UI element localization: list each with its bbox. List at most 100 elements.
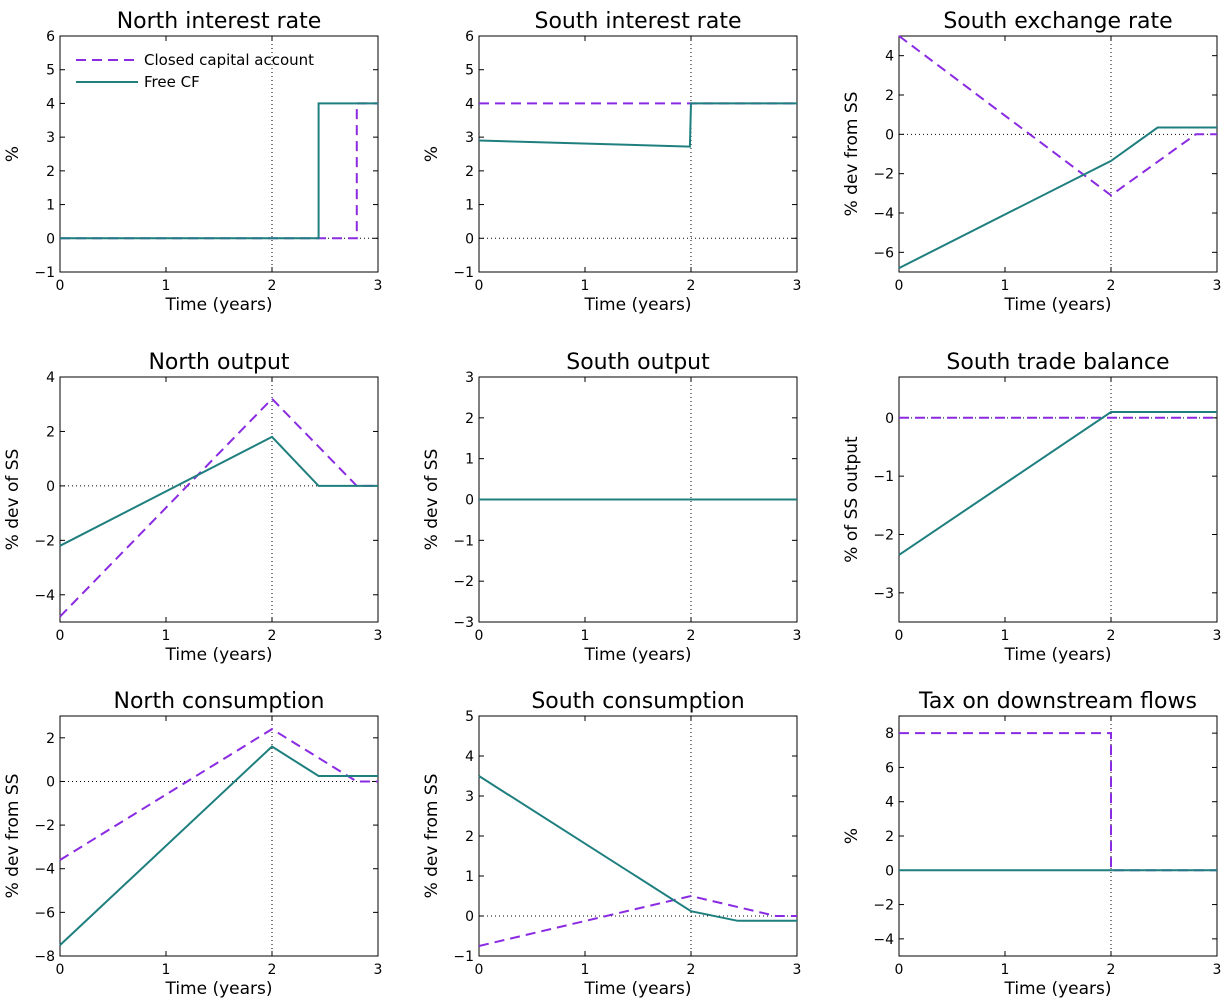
y-tick-label: 3 (465, 370, 474, 386)
y-tick-label: 3 (465, 130, 474, 146)
x-axis-label: Time (years) (1003, 645, 1111, 665)
chart-title: South interest rate (534, 9, 741, 34)
y-tick-label: −3 (873, 586, 894, 602)
chart-title: North consumption (114, 689, 325, 714)
x-tick-label: 3 (1213, 962, 1222, 978)
y-tick-label: 6 (46, 29, 55, 45)
y-tick-label: 2 (46, 731, 55, 747)
y-tick-label: −2 (873, 898, 894, 914)
y-tick-label: −1 (873, 469, 894, 485)
y-tick-label: 4 (885, 49, 894, 65)
y-tick-label: −2 (34, 818, 55, 834)
y-tick-label: 2 (46, 424, 55, 440)
y-tick-label: 1 (465, 452, 474, 468)
x-axis-label: Time (years) (583, 645, 691, 665)
chart-panel-5: 0 1 2 3 −3 −2 −1 0 1 2 3 South output Time (years) % … (422, 350, 801, 665)
x-tick-label: 1 (162, 962, 171, 978)
x-tick-label: 3 (793, 278, 802, 294)
x-tick-label: 1 (1001, 628, 1010, 644)
y-axis-label: % (422, 146, 442, 162)
y-tick-label: −3 (453, 615, 474, 631)
y-tick-label: 0 (465, 493, 474, 509)
y-tick-label: 4 (885, 795, 894, 811)
y-axis-label: % dev from SS (422, 774, 442, 899)
plot-area (478, 35, 798, 273)
x-tick-label: 2 (268, 278, 277, 294)
y-tick-label: −4 (873, 932, 894, 948)
series-closed-capital-account (59, 727, 378, 861)
x-tick-label: 0 (56, 628, 65, 644)
legend-label-closed: Closed capital account (144, 51, 314, 69)
chart-title: Tax on downstream flows (918, 689, 1197, 714)
series-free-cf (478, 775, 797, 922)
x-tick-label: 1 (1001, 278, 1010, 294)
legend-label-free: Free CF (144, 73, 200, 91)
x-tick-label: 2 (687, 278, 696, 294)
x-tick-label: 1 (581, 962, 590, 978)
x-tick-label: 1 (162, 628, 171, 644)
y-tick-label: 2 (465, 164, 474, 180)
y-tick-label: −1 (34, 265, 55, 281)
y-tick-label: 1 (46, 198, 55, 214)
x-tick-label: 3 (374, 278, 383, 294)
x-axis-label: Time (years) (164, 979, 272, 999)
chart-panel-4: 0 1 2 3 −4 −2 0 2 4 North output Time (years) % dev… (3, 350, 382, 665)
x-axis-label: Time (years) (1003, 979, 1111, 999)
y-tick-label: 5 (465, 63, 474, 79)
y-tick-label: 1 (465, 869, 474, 885)
x-tick-label: 0 (895, 278, 904, 294)
x-tick-label: 3 (793, 628, 802, 644)
y-tick-label: 4 (46, 370, 55, 386)
x-tick-label: 1 (581, 628, 590, 644)
series-free-cf (59, 745, 378, 946)
chart-panel-6: 0 1 2 3 −3 −2 −1 0 South trade balance Time (year… (842, 350, 1221, 665)
chart-panel-7: 0 1 2 3 −8 −6 −4 −2 0 2 North consumption Time (yea… (3, 689, 382, 999)
chart-title: South trade balance (946, 350, 1169, 375)
y-axis-label: % of SS output (842, 436, 862, 563)
x-tick-label: 2 (268, 628, 277, 644)
series-closed-capital-account (898, 35, 1217, 197)
y-tick-label: 8 (885, 726, 894, 742)
x-axis-label: Time (years) (583, 295, 691, 315)
x-tick-label: 3 (1213, 628, 1222, 644)
y-axis-label: % (3, 146, 23, 162)
x-tick-label: 1 (1001, 962, 1010, 978)
y-tick-label: 5 (46, 63, 55, 79)
y-tick-label: 4 (465, 749, 474, 765)
y-tick-label: 2 (465, 829, 474, 845)
plot-area (898, 376, 1218, 623)
chart-title: North output (148, 350, 289, 375)
chart-title: North interest rate (117, 9, 322, 34)
series-free-cf (898, 126, 1217, 269)
series-free-cf (898, 411, 1217, 556)
chart-panel-9: 0 1 2 3 −4 −2 0 2 4 6 8 Tax on downstream flows Time… (842, 689, 1221, 999)
y-tick-label: −4 (34, 588, 55, 604)
y-tick-label: 0 (885, 863, 894, 879)
y-tick-label: 3 (465, 789, 474, 805)
plot-area (59, 715, 379, 957)
chart-title: South consumption (531, 689, 744, 714)
x-tick-label: 1 (162, 278, 171, 294)
y-tick-label: 0 (46, 774, 55, 790)
y-tick-label: −2 (873, 167, 894, 183)
y-tick-label: 0 (46, 479, 55, 495)
y-tick-label: −8 (34, 949, 55, 965)
x-tick-label: 2 (687, 628, 696, 644)
series-closed-capital-account (478, 894, 797, 947)
y-tick-label: 0 (885, 411, 894, 427)
chart-title: South output (566, 350, 710, 375)
x-tick-label: 2 (1107, 278, 1116, 294)
x-tick-label: 2 (1107, 628, 1116, 644)
series-free-cf (478, 102, 797, 148)
y-tick-label: 0 (885, 127, 894, 143)
x-tick-label: 0 (475, 628, 484, 644)
y-tick-label: 0 (46, 231, 55, 247)
chart-panel-3: 0 1 2 3 −6 −4 −2 0 2 4 South exchange rate Time (ye… (842, 9, 1221, 315)
x-tick-label: 3 (374, 628, 383, 644)
y-tick-label: −1 (453, 949, 474, 965)
y-axis-label: % (842, 828, 862, 844)
x-tick-label: 3 (1213, 278, 1222, 294)
y-tick-label: −4 (873, 206, 894, 222)
